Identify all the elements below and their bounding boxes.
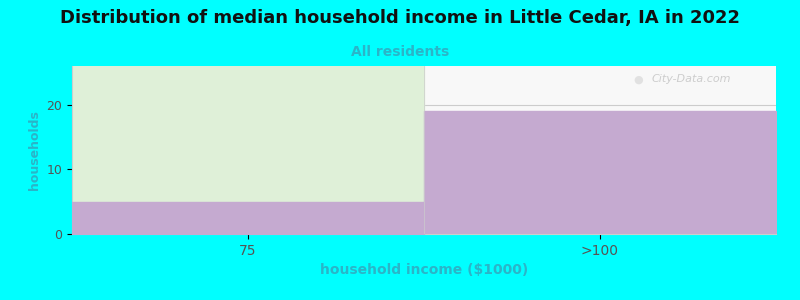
Text: City-Data.com: City-Data.com xyxy=(652,74,731,84)
Text: ●: ● xyxy=(634,74,643,84)
Y-axis label: households: households xyxy=(28,110,41,190)
X-axis label: household income ($1000): household income ($1000) xyxy=(320,263,528,277)
Text: Distribution of median household income in Little Cedar, IA in 2022: Distribution of median household income … xyxy=(60,9,740,27)
Text: All residents: All residents xyxy=(351,45,449,59)
